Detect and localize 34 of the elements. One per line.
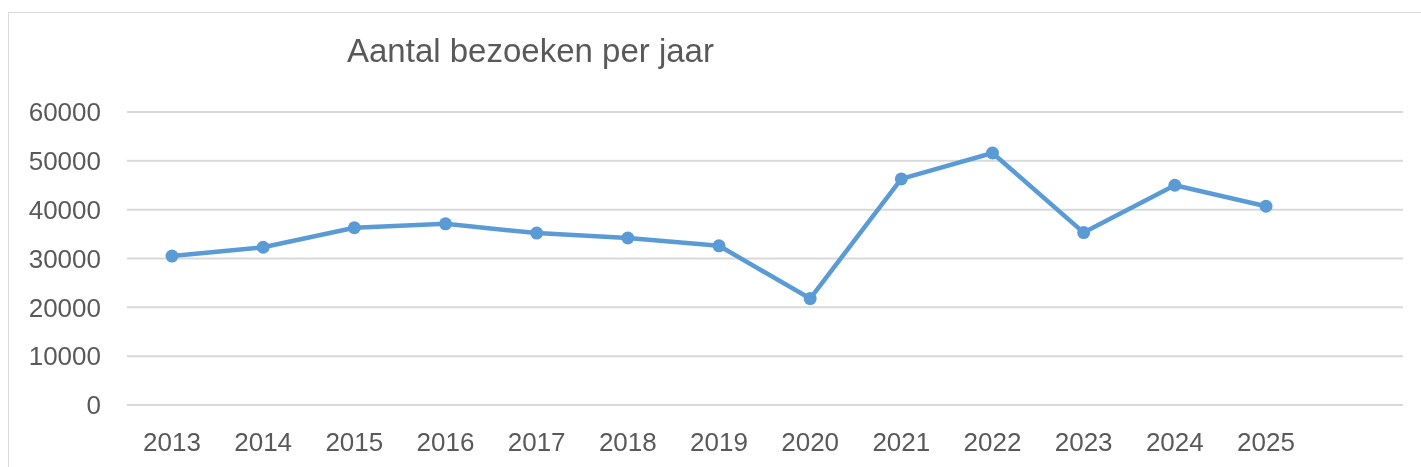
y-tick-label: 50000 [28,146,101,177]
point [1259,199,1273,213]
point [894,172,908,186]
point [621,231,635,245]
x-tick-label: 2020 [781,427,840,458]
x-tick-label: 2023 [1054,427,1113,458]
x-tick-label: 2021 [872,427,931,458]
x-tick-label: 2017 [507,427,566,458]
point [439,217,452,231]
y-tick-label: 40000 [28,194,101,225]
x-tick-label: 2018 [598,427,657,458]
point [803,292,817,306]
y-tick-label: 60000 [28,97,101,128]
x-tick-label: 2019 [690,427,748,458]
point [712,239,726,253]
y-tick-label: 20000 [28,292,101,323]
y-tick-label: 0 [86,390,101,421]
point [986,146,999,160]
point [1168,178,1182,192]
point [165,249,179,263]
point [256,240,270,254]
point [530,226,544,240]
point [347,221,361,235]
x-tick-label: 2015 [325,427,384,458]
x-tick-label: 2024 [1145,427,1204,458]
chart-title: Aantal bezoeken per jaar [347,32,714,70]
x-tick-label: 2013 [143,427,201,458]
x-tick-label: 2016 [416,427,475,458]
point [1077,226,1091,240]
y-tick-label: 10000 [28,341,101,372]
x-tick-label: 2025 [1237,427,1295,458]
y-tick-label: 30000 [28,243,101,274]
x-tick-label: 2014 [234,427,293,458]
x-tick-label: 2022 [963,427,1022,458]
